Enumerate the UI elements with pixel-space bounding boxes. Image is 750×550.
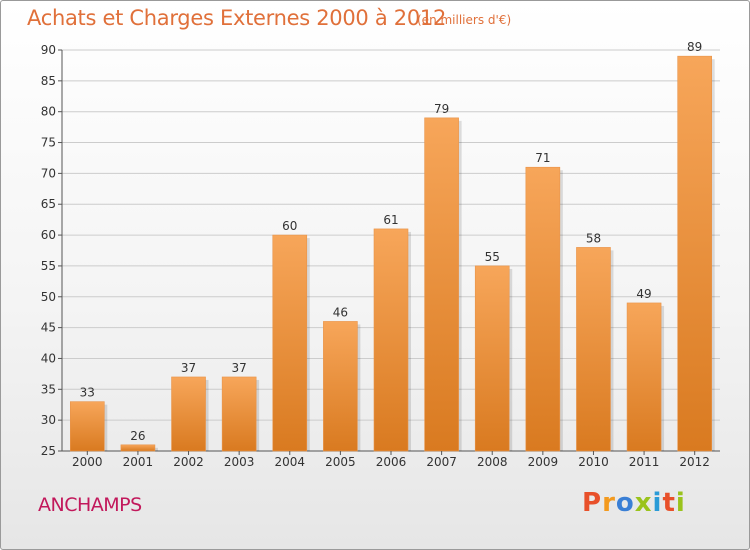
data-label: 49 — [636, 287, 651, 301]
data-label: 46 — [333, 305, 348, 319]
x-tick-label: 2007 — [426, 455, 457, 469]
data-label: 79 — [434, 102, 449, 116]
x-tick-label: 2012 — [679, 455, 710, 469]
logo-letter: i — [652, 488, 663, 518]
y-tick-label: 45 — [41, 321, 56, 335]
data-label: 89 — [687, 40, 702, 54]
y-tick-label: 50 — [41, 290, 56, 304]
x-tick-label: 2005 — [325, 455, 356, 469]
bar — [474, 265, 510, 452]
bar — [525, 166, 561, 452]
x-tick-label: 2001 — [123, 455, 154, 469]
chart-title: Achats et Charges Externes 2000 à 2012 — [27, 6, 447, 30]
y-tick-label: 75 — [41, 136, 56, 150]
x-tick-label: 2000 — [72, 455, 103, 469]
data-label: 55 — [485, 250, 500, 264]
logo-letter: r — [602, 488, 616, 518]
bar — [272, 234, 308, 452]
x-tick-label: 2004 — [274, 455, 305, 469]
y-tick-label: 60 — [41, 228, 56, 242]
bar — [221, 376, 257, 452]
logo-letter: o — [615, 488, 635, 518]
y-tick-label: 70 — [41, 166, 56, 180]
bar — [373, 228, 409, 452]
y-tick-label: 40 — [41, 351, 56, 365]
x-tick-label: 2011 — [629, 455, 660, 469]
bar — [323, 321, 358, 452]
y-tick-label: 90 — [41, 43, 56, 57]
x-tick-label: 2002 — [173, 455, 204, 469]
x-tick-label: 2006 — [376, 455, 407, 469]
y-tick-label: 30 — [41, 413, 56, 427]
y-tick-label: 55 — [41, 259, 56, 273]
x-tick-label: 2008 — [477, 455, 508, 469]
data-label: 37 — [232, 361, 247, 375]
bar — [424, 117, 459, 452]
bar — [677, 55, 712, 452]
chart-unit: (en milliers d'€) — [417, 13, 512, 27]
x-tick-label: 2003 — [224, 455, 255, 469]
logo-letter: P — [582, 488, 603, 518]
y-tick-label: 35 — [41, 382, 56, 396]
data-label: 58 — [586, 231, 601, 245]
y-tick-label: 65 — [41, 197, 56, 211]
logo-letter: t — [662, 488, 676, 518]
data-label: 26 — [130, 429, 145, 443]
bar — [120, 444, 156, 452]
bar — [626, 302, 662, 452]
data-label: 37 — [181, 361, 196, 375]
bar — [70, 401, 105, 452]
bar — [171, 376, 206, 452]
y-tick-label: 80 — [41, 105, 56, 119]
data-label: 60 — [282, 219, 297, 233]
data-label: 33 — [80, 386, 95, 400]
y-tick-label: 25 — [41, 444, 56, 458]
data-label: 71 — [535, 151, 550, 165]
y-tick-label: 85 — [41, 74, 56, 88]
logo-letter: x — [634, 488, 653, 518]
commune-name: ANCHAMPS — [38, 494, 142, 516]
x-tick-label: 2010 — [578, 455, 609, 469]
logo-letter: i — [675, 488, 686, 518]
proxiti-logo: Proxiti — [582, 488, 686, 518]
bar — [576, 247, 611, 452]
x-tick-label: 2009 — [528, 455, 559, 469]
data-label: 61 — [383, 213, 398, 227]
